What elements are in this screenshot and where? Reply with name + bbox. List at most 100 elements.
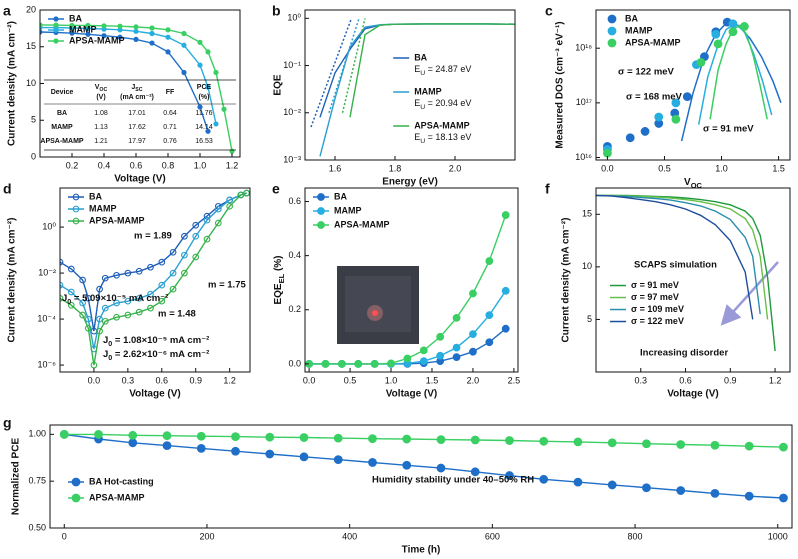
x-tick-label: 1.2 bbox=[769, 375, 782, 385]
panel-letter: g bbox=[3, 415, 12, 431]
legend-marker bbox=[317, 221, 325, 229]
series-line bbox=[64, 433, 784, 448]
y-tick-label: 10⁻⁴ bbox=[37, 313, 56, 323]
data-point bbox=[214, 205, 222, 213]
data-point bbox=[419, 346, 428, 355]
y-axis-title: EQEEL (%) bbox=[273, 255, 287, 304]
y-tick-label: 10⁰ bbox=[42, 221, 56, 231]
data-point bbox=[149, 30, 155, 37]
data-point bbox=[84, 324, 92, 332]
data-point bbox=[67, 301, 75, 309]
data-point bbox=[333, 433, 343, 443]
data-point bbox=[133, 24, 139, 30]
data-point bbox=[436, 332, 445, 341]
x-axis-title: Voltage (V) bbox=[667, 389, 718, 400]
text-part: E bbox=[414, 132, 420, 142]
subscript: U bbox=[420, 70, 425, 77]
data-point bbox=[505, 471, 514, 480]
data-point bbox=[607, 480, 617, 490]
table-cell: 1.08 bbox=[94, 110, 108, 117]
data-point bbox=[744, 491, 754, 501]
table-header: JSC bbox=[131, 84, 142, 94]
y-tick-label: 0.4 bbox=[288, 250, 301, 260]
y-tick-label: 0.75 bbox=[28, 476, 46, 486]
data-point bbox=[539, 474, 549, 484]
x-tick-label: 2.0 bbox=[449, 163, 462, 173]
data-point bbox=[135, 294, 143, 302]
data-point bbox=[229, 148, 235, 154]
panel: g 0 200 400 600 800 1000 0.50 0.75 1.00 Time (h) No… bbox=[3, 415, 793, 556]
text-part: E bbox=[414, 98, 420, 108]
data-point bbox=[603, 148, 612, 158]
x-tick-label: 1000 bbox=[768, 531, 788, 541]
x-tick-label: 0.3 bbox=[635, 375, 648, 385]
fit-line bbox=[709, 24, 768, 120]
panel-letter: f bbox=[545, 181, 550, 197]
data-point bbox=[321, 359, 330, 368]
data-point bbox=[128, 430, 138, 440]
data-point bbox=[181, 269, 188, 277]
x-tick-label: 1.2 bbox=[226, 160, 239, 170]
subscript: U bbox=[420, 104, 425, 111]
data-point bbox=[158, 297, 166, 305]
data-point bbox=[728, 19, 738, 29]
data-point bbox=[710, 488, 720, 498]
data-point bbox=[197, 62, 203, 68]
table-header-unit: (V) bbox=[96, 94, 105, 101]
data-point bbox=[197, 39, 203, 45]
data-point bbox=[640, 127, 650, 136]
data-point bbox=[124, 297, 132, 305]
y-axis-title: Current density (mA cm⁻²) bbox=[7, 218, 18, 343]
text-part: = 5.09×10⁻⁵ mA cm⁻² bbox=[71, 293, 168, 304]
data-point bbox=[205, 84, 211, 90]
data-point bbox=[402, 460, 412, 470]
data-point bbox=[642, 483, 651, 493]
y-tick-label: 15 bbox=[26, 41, 36, 51]
annotation: J0 = 5.09×10⁻⁵ mA cm⁻² bbox=[62, 293, 168, 306]
y-tick-label: 10 bbox=[26, 78, 36, 88]
y-axis-title: Measured DOS (cm⁻³ eV⁻¹) bbox=[555, 21, 566, 148]
table-header-unit: (%) bbox=[199, 94, 210, 101]
data-point bbox=[213, 69, 219, 76]
legend-label: APSA-MAMP bbox=[625, 37, 681, 47]
data-point bbox=[470, 435, 480, 445]
data-point bbox=[197, 104, 203, 110]
text-part: J bbox=[131, 84, 135, 91]
data-point bbox=[124, 269, 132, 277]
legend-marker bbox=[607, 14, 617, 24]
data-point bbox=[368, 458, 377, 467]
table-cell: MAMP bbox=[51, 124, 73, 131]
plot-area bbox=[305, 211, 510, 368]
data-point bbox=[485, 338, 494, 347]
data-point bbox=[147, 290, 154, 298]
series-line bbox=[596, 194, 754, 320]
subscript: U bbox=[420, 138, 425, 145]
data-point bbox=[419, 357, 428, 366]
data-point bbox=[181, 69, 187, 76]
text-part: PCE bbox=[197, 84, 212, 91]
data-point bbox=[654, 112, 664, 122]
y-tick-label: 0.2 bbox=[288, 304, 301, 314]
data-point bbox=[117, 23, 123, 29]
panel-letter: e bbox=[272, 181, 280, 197]
data-point bbox=[181, 42, 187, 48]
y-tick-label: 10¹⁸ bbox=[575, 43, 592, 53]
y-tick-label: 1.00 bbox=[28, 429, 46, 439]
x-tick-label: 2.5 bbox=[508, 375, 521, 385]
panel: b 1.6 1.8 2.0 10⁻³ 10⁻² 10⁻¹ 10⁰ Energy (eV) EQE B… bbox=[272, 3, 516, 188]
annotation: Increasing disorder bbox=[640, 348, 728, 359]
data-point bbox=[117, 34, 123, 40]
x-tick-label: 0.0 bbox=[88, 375, 101, 385]
text-part: = 2.62×10⁻⁶ mA cm⁻² bbox=[112, 349, 209, 360]
text-part: J bbox=[103, 349, 108, 360]
data-point bbox=[403, 354, 412, 363]
data-point bbox=[101, 274, 109, 282]
data-point bbox=[69, 30, 75, 36]
data-point bbox=[676, 486, 686, 495]
data-point bbox=[203, 235, 211, 243]
y-tick-label: 10⁻² bbox=[283, 107, 301, 117]
data-point bbox=[101, 304, 109, 312]
x-tick-label: 0.6 bbox=[679, 375, 692, 385]
